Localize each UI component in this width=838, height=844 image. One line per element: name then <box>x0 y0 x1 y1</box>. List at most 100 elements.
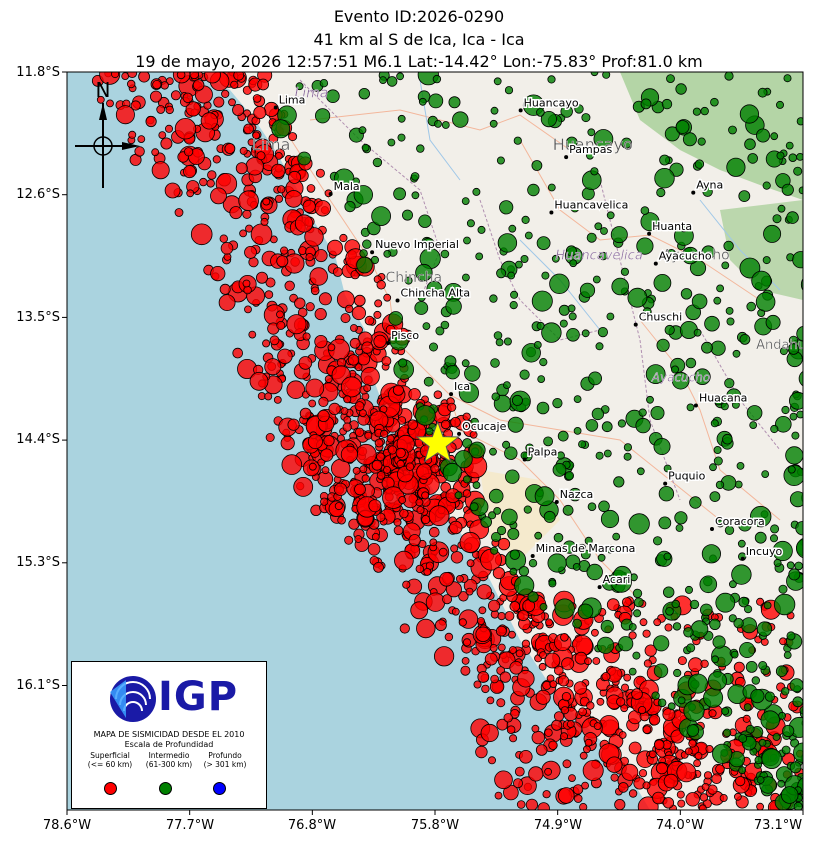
seismic-event <box>389 331 409 351</box>
seismic-event <box>613 476 625 488</box>
seismic-event <box>796 410 803 419</box>
seismic-event <box>416 144 425 153</box>
seismic-event <box>152 80 162 90</box>
seismic-event <box>592 657 601 665</box>
seismic-event <box>273 395 282 404</box>
seismic-event <box>204 72 221 84</box>
seismic-event <box>441 419 451 430</box>
seismic-event <box>509 549 521 560</box>
seismic-event <box>490 546 499 555</box>
seismic-event <box>573 426 582 435</box>
seismic-event <box>684 747 693 756</box>
seismic-event <box>560 105 573 118</box>
seismic-event <box>398 496 407 504</box>
seismic-event <box>521 215 530 224</box>
seismic-event <box>666 249 677 259</box>
seismic-event <box>693 759 701 768</box>
seismic-event <box>425 592 446 612</box>
seismic-event <box>358 87 371 100</box>
seismic-event <box>461 197 470 206</box>
city-label: Huancayo <box>524 96 579 109</box>
seismic-event <box>149 90 162 103</box>
seismic-event <box>587 502 597 512</box>
seismic-event <box>547 553 567 573</box>
seismic-event <box>708 709 717 718</box>
seismic-event <box>315 168 325 178</box>
seismic-event <box>277 185 286 194</box>
seismic-event <box>276 310 284 319</box>
seismic-event <box>799 705 803 715</box>
seismic-event <box>701 783 710 791</box>
seismic-event <box>559 319 568 328</box>
seismic-event <box>207 170 217 180</box>
seismic-event <box>388 311 404 326</box>
seismic-event <box>115 105 135 125</box>
seismic-event <box>603 449 612 458</box>
seismic-event <box>356 256 373 274</box>
seismic-event <box>317 409 330 422</box>
seismic-event <box>496 698 506 708</box>
seismic-event <box>772 733 781 741</box>
seismic-event <box>785 141 794 150</box>
seismic-event <box>724 72 734 81</box>
seismic-event <box>628 513 650 535</box>
seismic-event <box>675 120 690 134</box>
seismic-event <box>813 778 823 788</box>
seismic-event <box>527 591 539 603</box>
seismic-event <box>596 636 615 654</box>
seismic-event <box>565 136 578 149</box>
seismic-event <box>606 211 615 220</box>
seismic-event <box>489 447 497 456</box>
title-location: 41 km al S de Ica, Ica - Ica <box>313 30 525 49</box>
seismic-event <box>815 677 825 687</box>
seismic-event <box>464 365 481 382</box>
seismic-event <box>393 525 404 536</box>
city-dot-icon <box>370 250 375 255</box>
seismic-event <box>189 72 199 80</box>
seismic-event <box>333 482 348 496</box>
seismic-event <box>354 401 365 412</box>
seismic-event <box>600 227 608 235</box>
seismic-event <box>495 625 507 637</box>
seismic-event <box>386 76 398 87</box>
seismic-event <box>682 132 697 147</box>
seismic-event <box>469 502 479 512</box>
x-tick-label: 75.8°W <box>410 818 460 833</box>
seismic-event <box>642 307 652 317</box>
seismic-event <box>584 657 592 666</box>
seismic-event <box>527 183 540 197</box>
seismic-event <box>738 190 751 203</box>
seismic-event <box>709 463 717 472</box>
seismic-event <box>307 434 323 450</box>
seismic-event <box>638 769 648 778</box>
seismic-event <box>704 315 720 332</box>
seismic-event <box>287 170 301 184</box>
seismic-event <box>542 680 552 690</box>
seismic-event <box>689 599 700 610</box>
seismic-event <box>509 601 521 612</box>
city-label: Pisco <box>391 329 419 342</box>
seismic-event <box>537 802 550 810</box>
seismic-event <box>594 222 603 231</box>
seismic-event <box>598 500 610 513</box>
seismic-event <box>653 739 665 751</box>
seismic-event <box>533 340 542 349</box>
seismic-event <box>751 676 760 685</box>
seismic-event <box>621 683 630 692</box>
seismic-event <box>674 511 688 525</box>
seismic-event <box>370 255 379 265</box>
seismic-event <box>705 745 714 754</box>
seismic-event <box>354 535 363 543</box>
seismic-event <box>584 738 593 747</box>
seismic-event <box>652 536 663 546</box>
seismic-event <box>549 680 558 688</box>
seismic-event <box>707 671 728 691</box>
seismic-event <box>617 782 629 793</box>
seismic-event <box>422 237 435 251</box>
seismic-event <box>710 340 726 356</box>
seismic-event <box>433 646 455 667</box>
seismic-event <box>336 290 355 309</box>
city-dot-icon <box>554 500 559 505</box>
seismic-event <box>401 209 413 221</box>
